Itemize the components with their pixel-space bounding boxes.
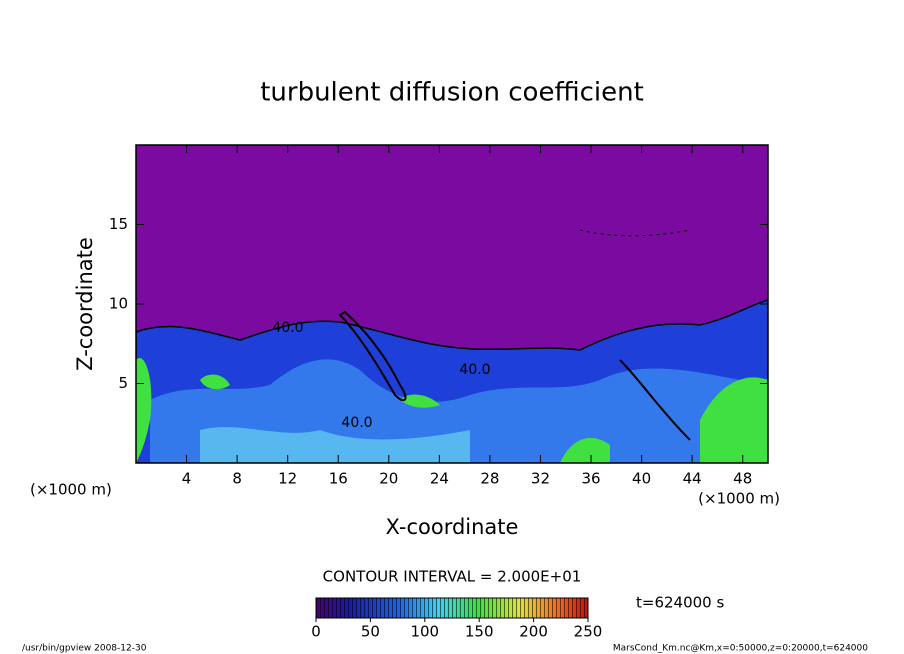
colorbar-tick-label: 150 [465, 623, 494, 641]
x-tick-label: 36 [581, 470, 600, 488]
time-label: t=624000 s [636, 594, 724, 612]
colorbar-tick-label: 250 [574, 623, 603, 641]
contour-label: 40.0 [341, 415, 372, 431]
x-tick-label: 32 [531, 470, 550, 488]
contour-label: 40.0 [459, 362, 490, 378]
x-unit: (×1000 m) [30, 481, 112, 499]
x-tick-label: 16 [329, 470, 348, 488]
x-tick-label: 4 [182, 470, 192, 488]
y-tick-label: 15 [109, 215, 128, 233]
x-tick-label: 12 [278, 470, 297, 488]
field [136, 145, 768, 463]
y-tick-label: 5 [118, 374, 128, 392]
x-tick-label: 8 [232, 470, 242, 488]
colorbar-tick-label: 50 [361, 623, 380, 641]
colorbar-tick-label: 0 [311, 623, 321, 641]
x-tick-label: 28 [480, 470, 499, 488]
x-axis-label: X-coordinate [386, 515, 519, 539]
contour-label: 40.0 [272, 320, 303, 336]
colorbar-tick-label: 200 [519, 623, 548, 641]
y-tick-label: 10 [109, 295, 128, 313]
colorbar-frame [315, 597, 589, 619]
contour-interval: CONTOUR INTERVAL = 2.000E+01 [323, 568, 582, 586]
x-unit: (×1000 m) [698, 490, 780, 508]
footer-left: /usr/bin/gpview 2008-12-30 [22, 644, 147, 654]
colorbar-tick-label: 100 [410, 623, 439, 641]
footer-right: MarsCond_Km.nc@Km,x=0:50000,z=0:20000,t=… [613, 644, 868, 654]
x-tick-label: 40 [632, 470, 651, 488]
x-tick-label: 44 [683, 470, 702, 488]
chart-title: turbulent diffusion coefficient [260, 78, 644, 108]
x-tick-label: 20 [379, 470, 398, 488]
x-tick-label: 24 [430, 470, 449, 488]
y-axis-label: Z-coordinate [73, 237, 97, 371]
x-tick-label: 48 [733, 470, 752, 488]
